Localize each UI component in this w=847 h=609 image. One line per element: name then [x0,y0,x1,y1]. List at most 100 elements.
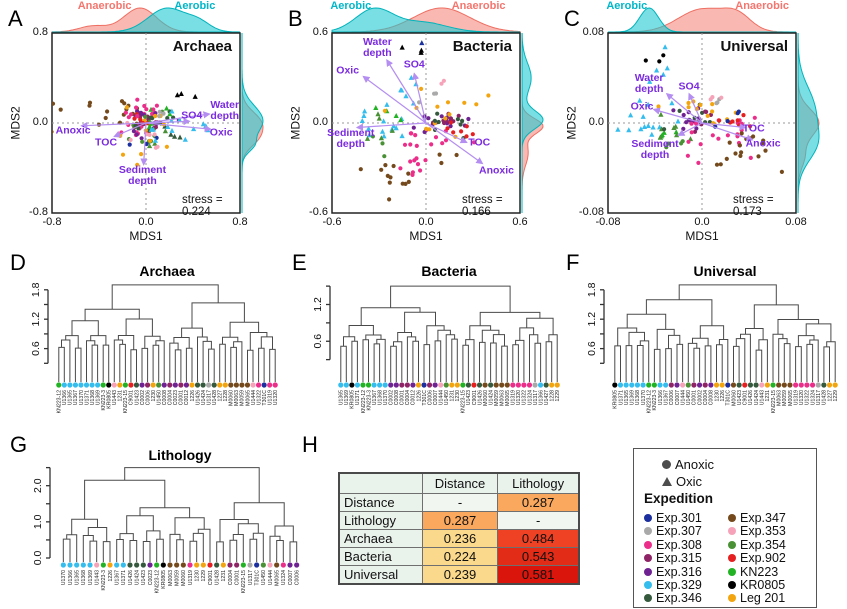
leaf-dot-1230 [194,562,200,568]
expedition-color-dot [728,581,736,589]
leaf-dot-U1319 [793,382,799,388]
leaf-dot-C0023 [172,382,178,388]
leaf-dot-U1423 [140,562,146,568]
leaf-label-U1444: U1444 [680,390,686,405]
leaf-label-KR0805: KR0805 [161,570,167,589]
legend-item-label: Leg 201 [740,591,786,606]
leaf-dot-C0023 [147,562,153,568]
expedition-color-dot [644,567,652,576]
leaf-dot-U1367 [114,562,120,568]
leaf-label-U1367: U1367 [73,390,79,405]
table-row-lithology: Lithology 0.287- [338,511,580,530]
leaf-dot-1226 [719,382,725,388]
leaf-label-U1366: U1366 [658,390,664,405]
leaf-dot-U1366 [61,382,67,388]
leaf-label-U1368: U1368 [635,390,641,405]
nmds-plot-A [51,7,264,214]
leaf-label-C0001: C0001 [692,390,698,405]
leaf-dot-M0060 [228,382,234,388]
x-axis-label: MDS1 [409,229,443,243]
leaf-dot-C0007 [287,562,293,568]
leaf-dot-KN223-3 [651,382,657,388]
table-cell: 0.287 [421,511,499,530]
leaf-label-U1426: U1426 [748,390,754,405]
leaf-label-U1317: U1317 [816,390,822,405]
y-tick: 0.0 [312,116,328,129]
leaf-dot-C0006 [144,382,151,388]
leaf-label-1229: 1229 [201,570,207,582]
leaf-dot-C0004 [702,382,708,388]
x-axis-label: MDS1 [685,229,719,243]
vector-label-toc: TOC [742,122,765,135]
y-axis-label: MDS2 [8,106,23,140]
leaf-label-KN223-15: KN223-15 [771,390,777,413]
leaf-label-M0065: M0065 [274,570,280,586]
row-label: Lithology [338,511,423,530]
leaf-dot-KN223-12 [360,382,366,388]
nmds-plot-B [331,7,544,214]
legend-item-label: Exp.902 [740,551,786,566]
leaf-dot-U1423 [465,382,472,388]
vector-label-anoxic: Anoxic [55,124,91,137]
leaf-label-T301C: T301C [254,570,260,586]
leaf-dot-C9001 [207,562,213,568]
expedition-color-dot [728,567,736,576]
dendro-axis-tick: 1.8 [586,282,598,297]
leaf-label-U1322: U1322 [256,390,262,405]
vector-label-sediment-depth: Sediment depth [631,137,679,161]
leaf-dot-U1371 [354,382,361,388]
leaf-label-C0002: C0002 [140,390,146,405]
leaf-label-U1450: U1450 [686,390,692,405]
table-header-Distance: Distance [421,472,499,494]
leaf-label-C0007: C0007 [675,390,681,405]
vector-label-water-depth: Water depth [363,35,392,59]
leaf-dot-U1319 [510,382,516,388]
leaf-dot-U1426 [476,382,483,388]
leaf-label-C0001: C0001 [179,390,185,405]
expedition-color-dot [644,514,652,522]
leaf-dot-U1369 [343,382,349,388]
oxic-triangle-icon [662,477,672,486]
leaf-label-1231: 1231 [221,570,227,582]
row-label: Archaea [338,529,423,548]
leaf-dot-U1324 [280,562,286,568]
leaf-label-M0063: M0063 [168,570,174,586]
legend-item-label: KN223 [740,564,779,579]
leaf-label-U1426: U1426 [477,390,483,405]
stress-value: stress = 0.173 [733,194,774,219]
leaf-label-U1365: U1365 [339,390,345,405]
x-tick: -0.6 [322,216,342,228]
legend-item-label: KR0805 [740,578,786,592]
leaf-dot-U1443 [759,382,765,388]
leaf-label-C0007: C0007 [288,570,294,585]
plot-title: Bacteria [452,38,512,55]
legend-shape-item-anoxic: Anoxic [662,457,714,472]
legend-item-exp-329: Exp.329 [644,578,702,592]
expedition-color-dot [644,527,652,536]
vector-label-so4: SO4 [403,57,425,70]
panel-letter-b: B [288,6,303,31]
leaf-dot-KN223-15 [460,382,466,388]
leaf-dot-KN223-15 [770,382,776,388]
plot-title: Universal [720,38,788,55]
row-label: Universal [338,565,423,585]
expedition-color-dot [728,514,736,522]
leaf-label-U1444: U1444 [251,390,257,405]
legend-shape-label: Oxic [676,474,702,489]
leaf-label-C0012: C0012 [411,390,417,405]
dendro-axis-tick: 0.6 [30,341,42,356]
leaf-dot-1226 [415,382,422,388]
table-cell: - [497,511,580,530]
leaf-label-KN223-15: KN223-15 [241,570,247,593]
leaf-label-U1319: U1319 [793,390,799,405]
legend-item-kr0805: KR0805 [728,578,785,592]
y-tick: 0.0 [32,116,48,129]
leaf-dot-1229 [832,382,838,388]
leaf-dot-U1424 [134,562,140,568]
leaf-label-1228: 1228 [223,390,229,402]
legend-item-exp-354: Exp.354 [728,538,786,552]
leaf-dot-C0004 [227,562,233,568]
leaf-dot-M0060 [730,382,737,388]
